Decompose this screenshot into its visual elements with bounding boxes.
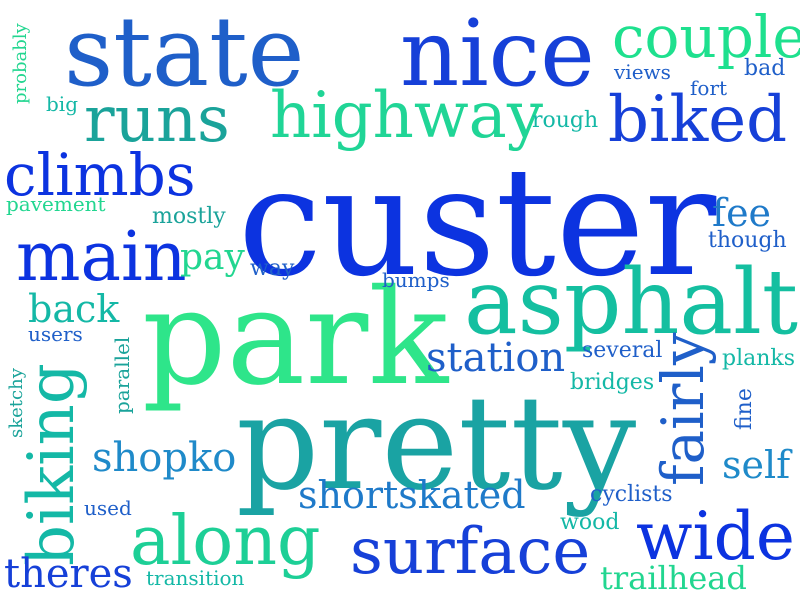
word-main: main (16, 218, 187, 297)
word-bad: bad (744, 56, 786, 81)
word-station: station (426, 335, 566, 381)
word-pay: pay (180, 237, 245, 278)
word-self: self (722, 443, 791, 487)
word-fort: fort (690, 76, 728, 100)
word-big: big (46, 92, 79, 116)
word-users: users (28, 322, 83, 346)
word-custer: custer (238, 136, 717, 310)
word-way: way (250, 256, 295, 281)
word-biked: biked (608, 83, 788, 157)
word-nice: nice (400, 0, 595, 107)
word-shopko: shopko (92, 435, 237, 481)
word-runs: runs (84, 83, 230, 157)
word-wide: wide (636, 498, 795, 575)
word-bumps: bumps (382, 268, 450, 292)
word-sketchy: sketchy (6, 368, 27, 438)
word-parallel: parallel (110, 336, 134, 414)
word-bridges: bridges (570, 370, 655, 395)
word-fairly: fairly (649, 332, 717, 486)
word-views: views (614, 60, 671, 84)
word-couple: couple (612, 3, 800, 71)
word-planks: planks (722, 346, 796, 371)
word-asphalt: asphalt (464, 250, 799, 355)
word-rough: rough (532, 108, 599, 133)
word-cyclists: cyclists (590, 482, 673, 507)
word-several: several (582, 338, 663, 363)
word-mostly: mostly (152, 204, 226, 229)
word-shortskated: shortskated (298, 473, 526, 517)
word-along: along (130, 502, 321, 581)
word-used: used (84, 496, 132, 520)
word-fee: fee (712, 191, 772, 235)
word-probably: probably (10, 23, 31, 104)
word-trailhead: trailhead (600, 559, 747, 597)
word-transition: transition (146, 566, 245, 590)
word-back: back (28, 287, 120, 331)
word-state: state (64, 0, 305, 108)
word-biking: biking (15, 363, 89, 566)
word-climbs: climbs (4, 141, 196, 209)
word-theres: theres (4, 551, 133, 597)
word-highway: highway (270, 79, 543, 153)
word-pretty: pretty (236, 367, 637, 519)
word-wood: wood (560, 510, 620, 535)
word-park: park (142, 261, 449, 415)
word-though: though (708, 228, 787, 253)
word-surface: surface (350, 515, 591, 589)
word-pavement: pavement (6, 192, 106, 216)
word-fine: fine (732, 388, 757, 430)
